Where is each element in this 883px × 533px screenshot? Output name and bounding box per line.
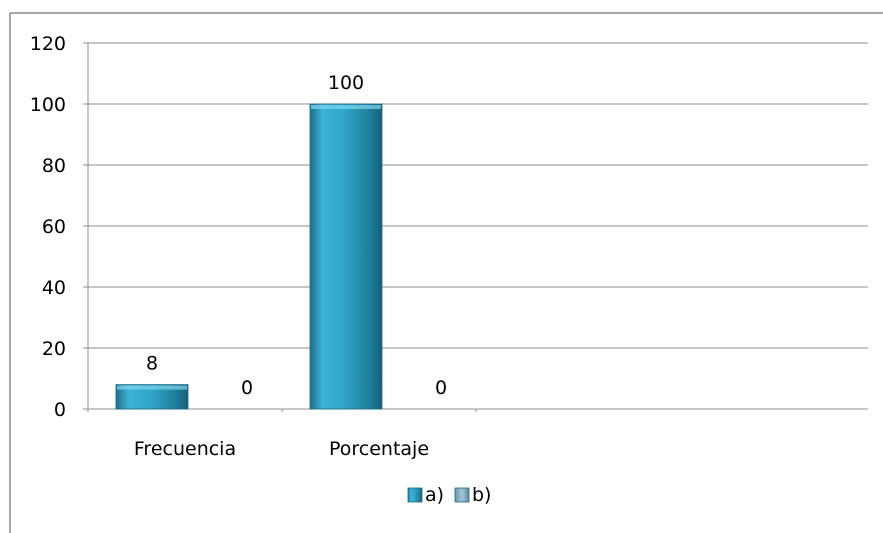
y-tick-label: 40: [42, 277, 66, 299]
y-tick-label: 120: [30, 33, 66, 55]
bar-a-porcentaje: [309, 103, 383, 410]
y-tick-label: 0: [54, 399, 66, 421]
data-labels: 8 100 0 0: [146, 72, 447, 399]
bar-highlight: [117, 385, 187, 390]
legend-label: b): [472, 484, 491, 506]
x-category-label: Frecuencia: [134, 438, 236, 460]
data-label: 0: [435, 377, 447, 399]
x-category-label: Porcentaje: [329, 438, 429, 460]
y-tick-label: 60: [42, 216, 66, 238]
y-tick-label: 80: [42, 155, 66, 177]
y-tick-label: 20: [42, 338, 66, 360]
y-tick-label: 100: [30, 94, 66, 116]
gridlines: [83, 42, 868, 412]
legend-swatch-a: [407, 487, 423, 503]
legend: a) b): [407, 484, 491, 506]
data-label: 100: [328, 72, 364, 94]
y-axis-tick-labels: 0 20 40 60 80 100 120: [30, 33, 66, 421]
legend-swatch-b: [454, 487, 470, 503]
bars: [115, 103, 383, 410]
bar-highlight: [311, 105, 381, 109]
legend-label: a): [425, 484, 444, 506]
data-label: 0: [241, 377, 253, 399]
x-axis-category-labels: Frecuencia Porcentaje: [134, 438, 429, 460]
data-label: 8: [146, 353, 158, 375]
